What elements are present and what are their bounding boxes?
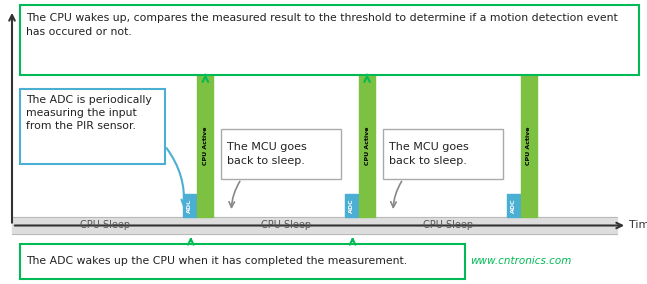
FancyBboxPatch shape — [383, 129, 503, 179]
Text: The ADC wakes up the CPU when it has completed the measurement.: The ADC wakes up the CPU when it has com… — [26, 256, 407, 266]
Text: ADC: ADC — [349, 198, 354, 213]
Text: CPU Sleep: CPU Sleep — [423, 220, 473, 231]
Text: CPU Active: CPU Active — [527, 126, 531, 165]
Text: www.cntronics.com: www.cntronics.com — [470, 256, 571, 266]
FancyBboxPatch shape — [221, 129, 342, 179]
Text: Time: Time — [629, 220, 647, 231]
Text: CPU Active: CPU Active — [365, 126, 369, 165]
Text: ADC: ADC — [188, 198, 192, 213]
Text: The ADC is periodically
measuring the input
from the PIR sensor.: The ADC is periodically measuring the in… — [26, 95, 152, 131]
Text: CPU Active: CPU Active — [203, 126, 208, 165]
FancyBboxPatch shape — [20, 89, 165, 164]
Text: The MCU goes
back to sleep.: The MCU goes back to sleep. — [389, 142, 469, 166]
Text: CPU Sleep: CPU Sleep — [80, 220, 130, 231]
FancyBboxPatch shape — [20, 244, 465, 279]
Text: CPU Sleep: CPU Sleep — [261, 220, 311, 231]
Text: has occured or not.: has occured or not. — [26, 27, 132, 37]
FancyBboxPatch shape — [20, 5, 639, 75]
Text: ADC: ADC — [511, 198, 516, 213]
Text: The CPU wakes up, compares the measured result to the threshold to determine if : The CPU wakes up, compares the measured … — [26, 13, 618, 23]
Text: The MCU goes
back to sleep.: The MCU goes back to sleep. — [227, 142, 307, 166]
